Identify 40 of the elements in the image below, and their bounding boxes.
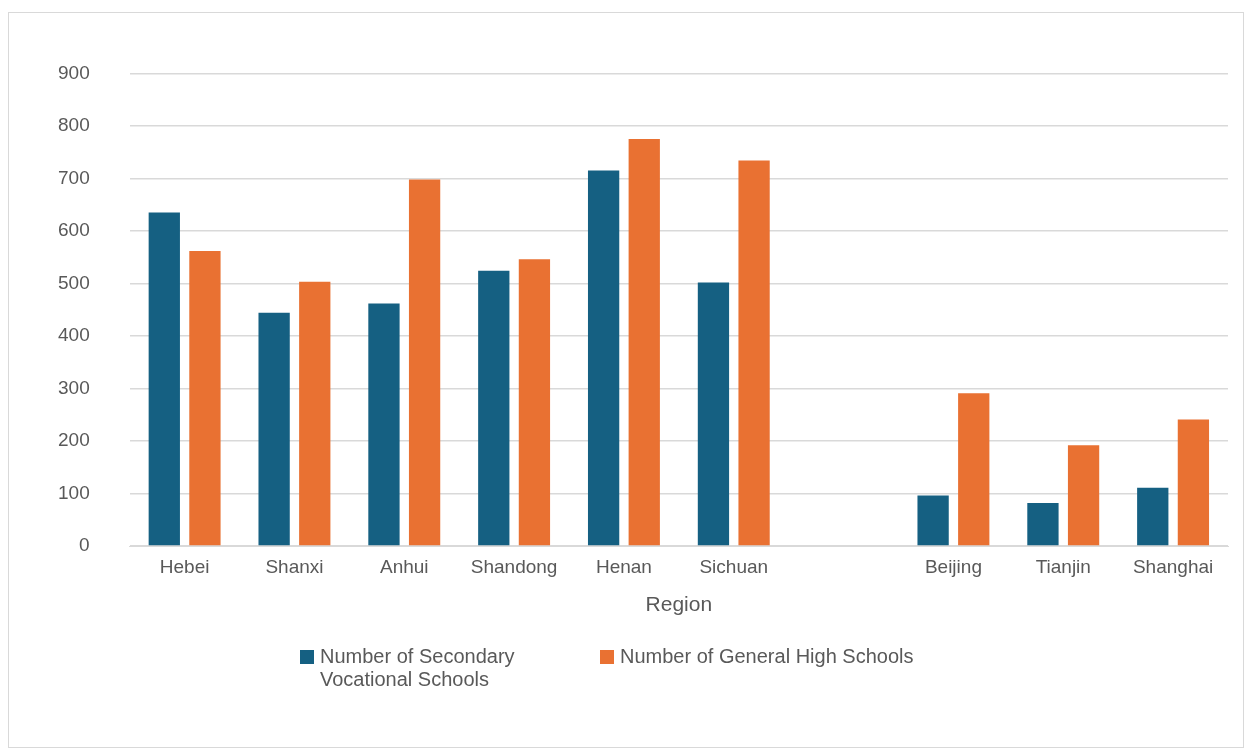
bar bbox=[408, 179, 441, 546]
y-tick-label: 200 bbox=[58, 429, 90, 451]
x-tick-label: Sichuan bbox=[699, 555, 769, 577]
bar bbox=[299, 281, 331, 546]
x-tick-label: Shanxi bbox=[265, 555, 324, 577]
bar bbox=[917, 495, 949, 546]
x-tick-label: Shanghai bbox=[1132, 555, 1214, 577]
y-tick-label: 400 bbox=[58, 324, 90, 346]
bar bbox=[1177, 419, 1210, 546]
bar bbox=[258, 312, 290, 546]
bar bbox=[478, 270, 510, 546]
x-tick-label: Tianjin bbox=[1035, 555, 1091, 577]
legend-label: Number of Secondary Vocational Schools bbox=[320, 645, 516, 691]
x-tick-label: Hebei bbox=[159, 555, 210, 577]
bar bbox=[697, 282, 730, 546]
bar bbox=[148, 212, 180, 546]
y-tick-label: 700 bbox=[58, 166, 90, 188]
y-tick-label: 300 bbox=[58, 376, 90, 398]
bar bbox=[368, 303, 400, 546]
legend-label: Number of General High Schools bbox=[620, 645, 914, 668]
x-tick-label: Henan bbox=[595, 555, 652, 577]
x-tick-label: Beijing bbox=[924, 555, 982, 577]
y-tick-label: 900 bbox=[58, 61, 90, 83]
bar bbox=[1137, 487, 1169, 546]
bar bbox=[738, 160, 770, 546]
y-tick-label: 100 bbox=[58, 481, 90, 503]
y-tick-label: 800 bbox=[58, 114, 90, 136]
x-axis-title: Region bbox=[645, 592, 713, 616]
bar bbox=[189, 250, 221, 546]
bar bbox=[958, 393, 990, 546]
y-tick-label: 0 bbox=[79, 534, 90, 556]
bar bbox=[1027, 502, 1059, 546]
bar bbox=[518, 259, 551, 546]
bar bbox=[587, 170, 620, 546]
bar bbox=[1067, 445, 1100, 546]
bar bbox=[628, 139, 660, 546]
x-tick-label: Shandong bbox=[470, 555, 558, 577]
y-tick-label: 600 bbox=[58, 219, 90, 241]
y-tick-label: 500 bbox=[58, 271, 90, 293]
x-tick-label: Anhui bbox=[379, 555, 429, 577]
